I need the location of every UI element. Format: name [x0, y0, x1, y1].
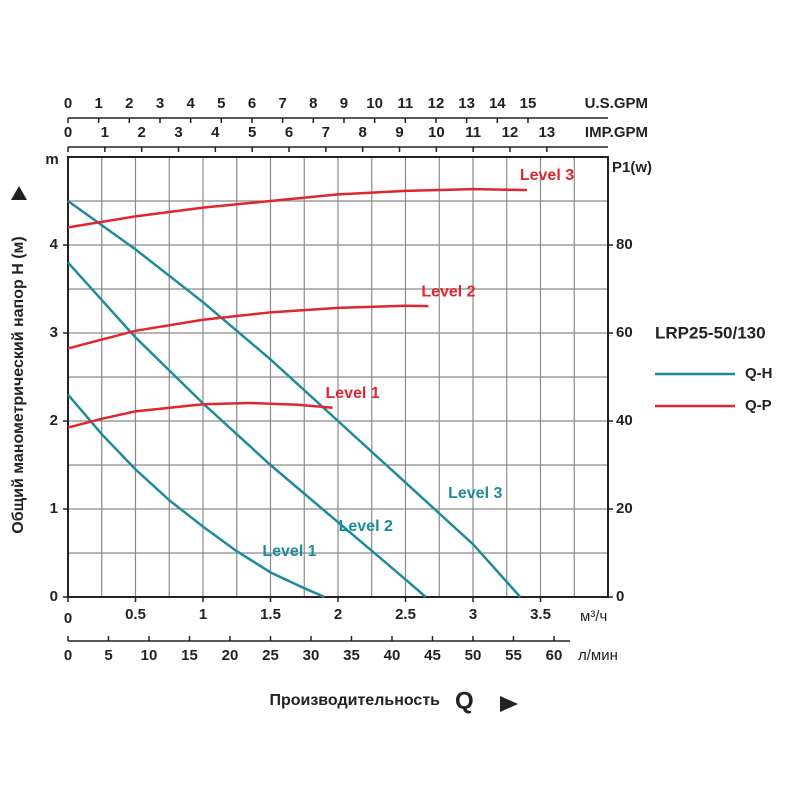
y-tick-label: 1: [50, 500, 58, 517]
curve: [67, 401, 333, 429]
x-arrow: [500, 696, 518, 712]
curve-label: Level 3: [520, 167, 574, 184]
axis-tick-label: 13: [458, 95, 475, 112]
axis-tick-label: 60: [546, 647, 563, 664]
axis-tick-label: 0: [64, 647, 72, 664]
curve-label: Level 2: [421, 283, 475, 300]
axis-tick-label: 6: [248, 95, 256, 112]
axis-tick-label: 12: [428, 95, 445, 112]
axis-tick-label: 5: [104, 647, 112, 664]
curve: [67, 261, 427, 598]
y2-tick-label: 40: [616, 412, 633, 429]
axis-tick-label: 7: [278, 95, 286, 112]
axis-tick-label: 1: [94, 95, 102, 112]
axis-tick-label: 8: [309, 95, 317, 112]
curve-label: Level 2: [339, 518, 393, 535]
x-tick-label: 2.5: [395, 606, 416, 623]
axis-tick-label: 8: [359, 124, 367, 141]
axis-tick-label: 4: [186, 95, 195, 112]
axis-tick-label: 40: [384, 647, 401, 664]
x-axis-label: Производительность: [269, 692, 440, 709]
axis-tick-label: 0: [64, 95, 72, 112]
curve-label: Level 1: [262, 543, 316, 560]
axis-tick-label: 2: [125, 95, 133, 112]
axis-tick-label: 15: [181, 647, 198, 664]
y2-tick-label: 80: [616, 236, 633, 253]
axis-tick-label: 25: [262, 647, 279, 664]
y-arrow: [11, 186, 27, 200]
x-tick-label: 1: [199, 606, 207, 623]
legend-title: LRP25-50/130: [655, 323, 766, 342]
axis-tick-label: 11: [465, 124, 481, 141]
axis-tick-label: 35: [343, 647, 360, 664]
y2-tick-label: 20: [616, 500, 633, 517]
axis-tick-label: 4: [211, 124, 220, 141]
axis-label: U.S.GPM: [585, 95, 648, 112]
axis-tick-label: 9: [340, 95, 348, 112]
x-tick-label: 3.5: [530, 606, 551, 623]
axis-tick-label: 3: [174, 124, 182, 141]
y-tick-label: 4: [50, 236, 59, 253]
y-tick-label: 2: [50, 412, 58, 429]
axis-tick-label: 0: [64, 124, 72, 141]
axis-tick-label: 13: [539, 124, 556, 141]
axis-tick-label: 55: [505, 647, 522, 664]
x-symbol: Q: [455, 687, 474, 714]
curve: [67, 393, 325, 599]
axis-tick-label: 50: [465, 647, 482, 664]
x-tick-label: 0.5: [125, 606, 146, 623]
axis-tick-label: 5: [248, 124, 256, 141]
x-tick-label: 2: [334, 606, 342, 623]
axis-tick-label: 30: [303, 647, 320, 664]
y2-unit: P1(w): [612, 159, 652, 176]
legend-label: Q-P: [745, 397, 772, 414]
axis-tick-label: 10: [428, 124, 445, 141]
axis-tick-label: 11: [397, 95, 413, 112]
y2-tick-label: 0: [616, 588, 624, 605]
axis-tick-label: 15: [520, 95, 537, 112]
x-tick-label: 3: [469, 606, 477, 623]
curve: [67, 199, 522, 598]
axis-tick-label: 12: [502, 124, 519, 141]
curve: [67, 187, 528, 229]
axis-tick-label: 2: [137, 124, 145, 141]
axis-tick-label: 9: [395, 124, 403, 141]
x-unit: м³/ч: [580, 608, 607, 625]
y-axis-label: Общий манометрический напор H (м): [10, 236, 27, 533]
axis-tick-label: 20: [222, 647, 239, 664]
axis-tick-label: 7: [322, 124, 330, 141]
axis-tick-label: 6: [285, 124, 293, 141]
y2-tick-label: 60: [616, 324, 633, 341]
axis-tick-label: 5: [217, 95, 225, 112]
axis-tick-label: 3: [156, 95, 164, 112]
legend-label: Q-H: [745, 365, 773, 382]
axis-tick-label: 10: [366, 95, 383, 112]
axis-tick-label: 14: [489, 95, 506, 112]
axis-label: л/мин: [578, 647, 618, 664]
curve-label: Level 3: [448, 485, 502, 502]
x-tick-label: 0: [64, 610, 72, 627]
axis-tick-label: 45: [424, 647, 441, 664]
y-tick-label: 0: [50, 588, 58, 605]
x-tick-label: 1.5: [260, 606, 281, 623]
y-unit: m: [45, 151, 58, 168]
axis-tick-label: 10: [141, 647, 158, 664]
y-tick-label: 3: [50, 324, 58, 341]
axis-tick-label: 1: [101, 124, 109, 141]
curve: [67, 304, 429, 350]
curve-label: Level 1: [325, 385, 379, 402]
axis-label: IMP.GPM: [585, 124, 648, 141]
